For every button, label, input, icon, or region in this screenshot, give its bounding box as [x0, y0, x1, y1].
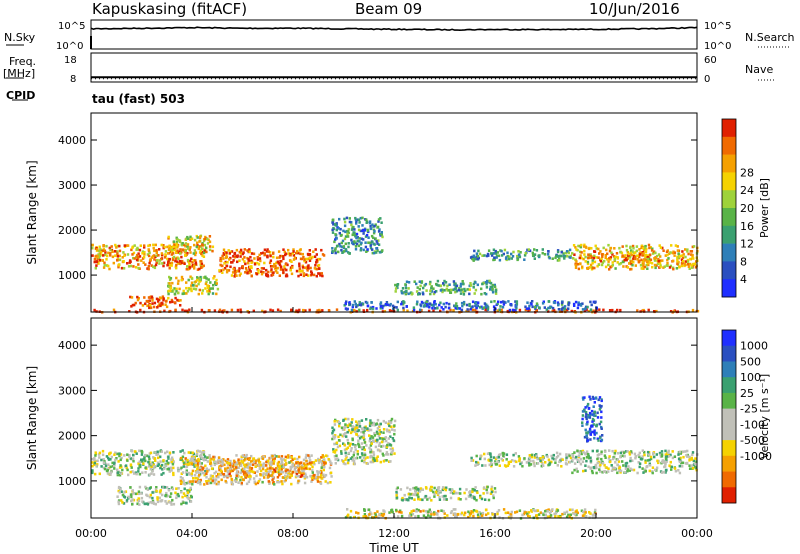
velocity-panel-colorbar-swatch — [722, 330, 736, 347]
noise-left-tick: 10^5 — [58, 21, 85, 32]
power-panel-colorbar-swatch — [722, 154, 736, 173]
velocity-panel-colorbar-tick: 500 — [740, 355, 761, 368]
xaxis-label: Time UT — [368, 541, 419, 554]
power-panel-colorbar-swatch — [722, 279, 736, 298]
velocity-panel-cells — [91, 395, 699, 520]
freq-unit-label: [MHz] — [3, 67, 36, 80]
power-panel-colorbar-swatch — [722, 136, 736, 155]
velocity-panel-colorbar-tick: 100 — [740, 371, 761, 384]
xtick-label: 04:00 — [176, 527, 208, 540]
velocity-panel-colorbar-label: Velocity [m s⁻¹] — [758, 374, 771, 459]
power-panel-ylabel: Slant Range [km] — [25, 160, 39, 264]
xtick-label: 00:00 — [681, 527, 713, 540]
power-panel-colorbar-tick: 8 — [740, 255, 747, 268]
velocity-panel-colorbar-swatch — [722, 487, 736, 504]
power-panel-colorbar-tick: 4 — [740, 273, 747, 286]
velocity-panel-ytick-label: 1000 — [58, 475, 86, 488]
noise-left-tick: 10^0 — [56, 41, 83, 52]
velocity-panel-colorbar-swatch — [722, 440, 736, 457]
velocity-panel-colorbar-swatch — [722, 424, 736, 441]
power-panel-colorbar-swatch — [722, 190, 736, 209]
power-panel-colorbar-label: Power [dB] — [758, 178, 771, 238]
noise-series-line — [90, 26, 698, 32]
velocity-panel-colorbar-tick: 25 — [740, 387, 754, 400]
freq-right-tick: 0 — [704, 74, 710, 85]
velocity-panel-colorbar-tick: -500 — [740, 434, 765, 447]
velocity-panel-colorbar-swatch — [722, 455, 736, 472]
velocity-panel-ytick-label: 3000 — [58, 384, 86, 397]
velocity-panel-colorbar-tick: -25 — [740, 403, 758, 416]
power-panel-colorbar-tick: 16 — [740, 220, 754, 233]
velocity-panel-colorbar-swatch — [722, 345, 736, 362]
velocity-panel-colorbar-swatch — [722, 471, 736, 488]
nave-label: Nave — [745, 63, 774, 76]
xtick-label: 00:00 — [75, 527, 107, 540]
power-panel-colorbar-tick: 20 — [740, 202, 754, 215]
power-panel-cells — [91, 216, 700, 314]
velocity-panel-colorbar-frame — [721, 329, 737, 504]
power-panel-colorbar-swatch — [722, 172, 736, 191]
power-panel-colorbar-tick: 28 — [740, 166, 754, 179]
power-panel-colorbar-frame — [721, 118, 737, 298]
frequency-panel-frame — [90, 52, 698, 83]
power-panel-ytick-label: 2000 — [58, 224, 86, 237]
power-panel-ytick-label: 3000 — [58, 179, 86, 192]
xtick-label: 12:00 — [378, 527, 410, 540]
freq-right-tick: 60 — [704, 55, 717, 66]
cpid-label: CPID — [6, 89, 36, 102]
xtick-label: 08:00 — [277, 527, 309, 540]
velocity-panel-colorbar-swatch — [722, 408, 736, 425]
velocity-panel-colorbar-swatch — [722, 361, 736, 378]
freq-label: Freq. — [9, 55, 37, 68]
nsky-label: N.Sky — [4, 31, 36, 44]
velocity-panel-colorbar-tick: 1000 — [740, 340, 768, 353]
power-panel-ytick-label: 4000 — [58, 134, 86, 147]
velocity-panel-ytick-label: 4000 — [58, 339, 86, 352]
nsearch-label: N.Search — [745, 31, 795, 44]
power-panel-colorbar-swatch — [722, 225, 736, 244]
xtick-label: 16:00 — [479, 527, 511, 540]
station-title: Kapuskasing (fitACF) — [92, 0, 248, 18]
velocity-panel-ylabel: Slant Range [km] — [25, 366, 39, 470]
velocity-panel-colorbar-swatch — [722, 392, 736, 409]
power-panel-ytick-label: 1000 — [58, 269, 86, 282]
velocity-panel-frame — [90, 317, 698, 519]
beam-title: Beam 09 — [355, 0, 423, 18]
freq-left-tick: 18 — [64, 55, 77, 66]
mode-label: tau (fast) 503 — [92, 92, 185, 106]
power-panel-colorbar-tick: 12 — [740, 238, 754, 251]
power-panel-colorbar-swatch — [722, 261, 736, 280]
freq-left-tick: 8 — [70, 74, 76, 85]
noise-right-tick: 10^0 — [704, 41, 731, 52]
power-panel-frame — [90, 112, 698, 313]
noise-panel-frame — [90, 19, 698, 50]
date-title: 10/Jun/2016 — [589, 0, 680, 18]
velocity-panel-colorbar-tick: -100 — [740, 418, 765, 431]
velocity-panel-colorbar-swatch — [722, 377, 736, 394]
velocity-panel-colorbar-tick: -1000 — [740, 450, 772, 463]
power-panel-colorbar-swatch — [722, 243, 736, 262]
power-panel-colorbar-tick: 24 — [740, 184, 754, 197]
noise-right-tick: 10^5 — [704, 21, 731, 32]
power-panel-colorbar-swatch — [722, 119, 736, 138]
xtick-label: 20:00 — [580, 527, 612, 540]
power-panel-colorbar-swatch — [722, 208, 736, 227]
velocity-panel-ytick-label: 2000 — [58, 430, 86, 443]
